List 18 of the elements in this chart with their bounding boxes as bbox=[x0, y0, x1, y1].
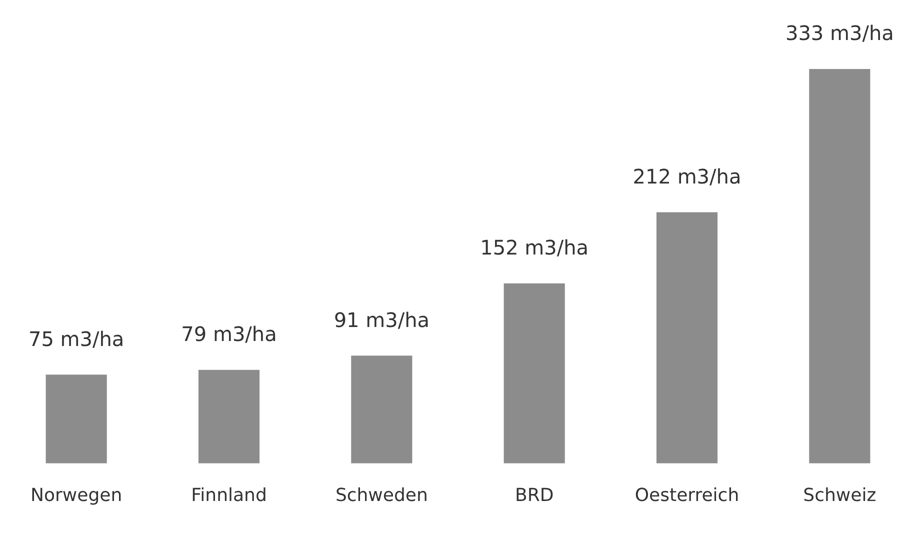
data-label: 91 m3/ha bbox=[334, 308, 430, 332]
bar bbox=[504, 283, 565, 464]
data-label: 75 m3/ha bbox=[28, 326, 124, 351]
data-label: 152 m3/ha bbox=[480, 236, 589, 260]
bar bbox=[809, 69, 870, 464]
x-tick-label: Schweiz bbox=[803, 484, 876, 506]
bar bbox=[198, 370, 260, 464]
x-tick-label: BRD bbox=[514, 484, 554, 506]
data-label: 79 m3/ha bbox=[181, 322, 277, 346]
x-tick-label: Schweden bbox=[335, 484, 428, 506]
x-tick-label: Finnland bbox=[191, 484, 267, 506]
x-tick-label: Oesterreich bbox=[634, 484, 740, 506]
bar bbox=[46, 374, 107, 464]
data-label: 333 m3/ha bbox=[785, 21, 894, 46]
x-tick-label: Norwegen bbox=[30, 484, 122, 506]
data-label: 212 m3/ha bbox=[632, 164, 742, 189]
bar bbox=[351, 356, 412, 464]
bar bbox=[656, 212, 718, 464]
